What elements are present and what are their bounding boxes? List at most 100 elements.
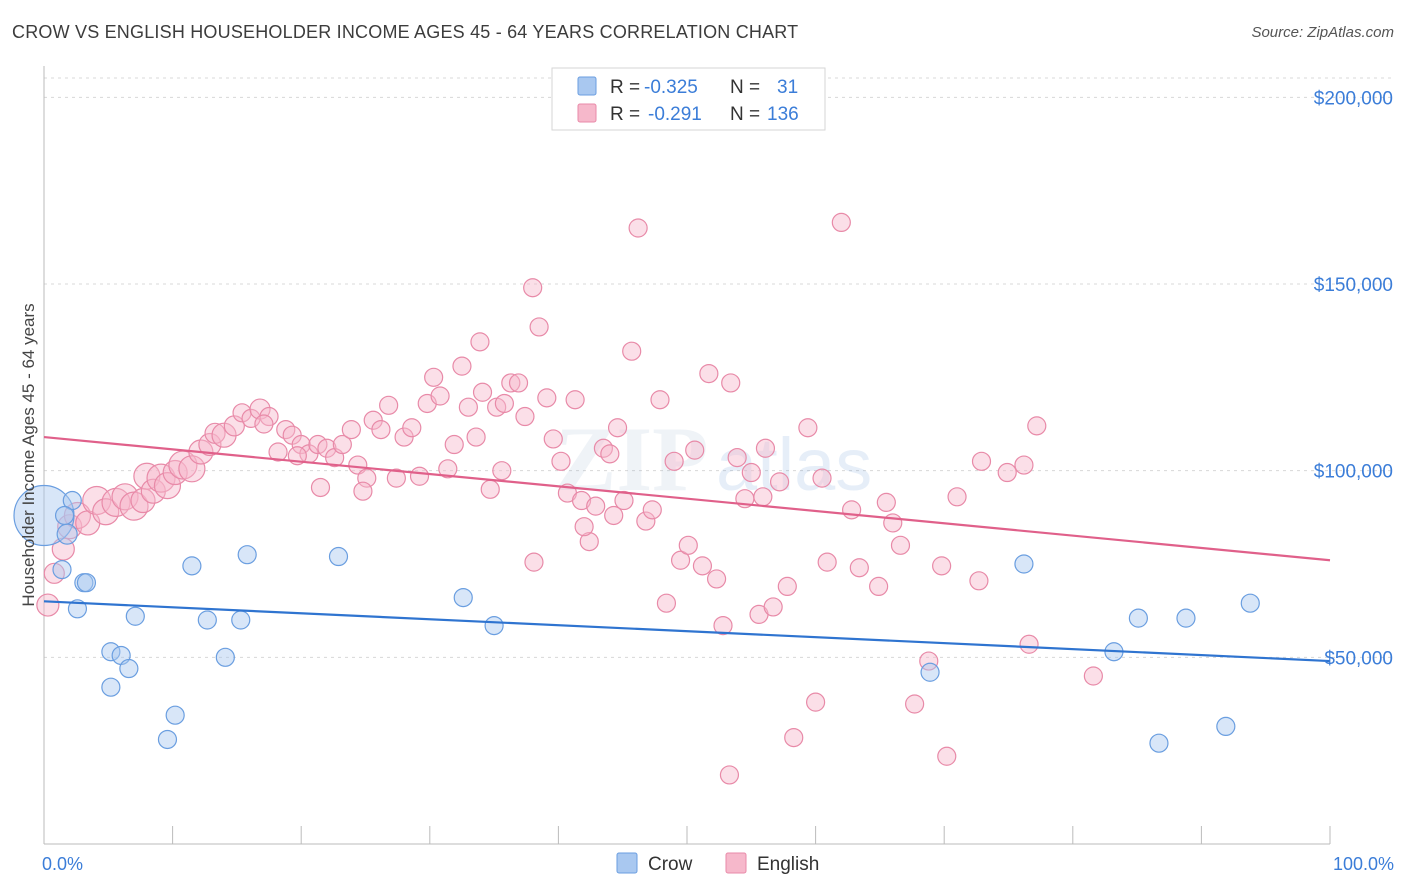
english-point [254,414,274,434]
english-point [579,531,599,552]
english-point [409,466,430,486]
english-point [969,571,989,591]
english-point [444,434,464,455]
crow-point [197,610,217,630]
english-trend-line [43,435,1331,562]
english-point [198,432,222,457]
english-point [753,487,773,507]
english-point [706,569,727,589]
english-point [769,472,790,492]
crow-point [125,606,145,626]
crow-r-label: R = [610,77,640,98]
english-point [636,511,656,531]
english-point [430,386,450,406]
crow-point [237,545,257,565]
english-point [386,468,406,488]
crow-point [101,677,121,697]
english-point [741,462,761,483]
english-point [755,438,776,458]
crow-point [119,658,139,679]
english-point [604,505,624,526]
english-point [622,341,642,361]
english-point [494,393,514,414]
english-point [798,418,818,438]
english-point [472,382,493,402]
english-point [571,490,592,511]
y-tick-label: $50,000 [1324,648,1393,669]
crow-point [76,573,97,593]
english-point [777,576,797,597]
english-point [692,556,713,576]
crow-point [231,610,251,630]
english-point [784,727,804,748]
crow-point [484,615,504,636]
x-tick-label-min: 0.0% [42,854,83,874]
english-point [36,593,60,617]
crow-point [52,559,72,580]
english-point [763,597,783,617]
english-point [492,461,512,481]
english-point [537,388,557,408]
english-point [402,418,422,438]
english-point [153,472,182,500]
crow-point [62,490,82,511]
english-point [842,500,862,520]
english-point [371,420,391,440]
legend-crow-swatch [616,852,638,874]
crow-point [215,647,235,667]
english-point [574,517,594,537]
y-axis-title: Householder Income Ages 45 - 64 years [19,303,38,606]
english-point [817,552,837,572]
y-tick-label: $150,000 [1314,275,1393,296]
y-tick-labels: $50,000 $100,000 $150,000 $200,000 [1314,88,1393,669]
crow-point [1176,608,1196,628]
stats-legend: R = -0.325 N = 31 R = -0.291 N = 136 [551,67,826,131]
english-point [470,332,490,352]
english-point [642,500,662,520]
english-point [82,485,112,516]
english-point [670,550,691,570]
english-point [501,373,521,393]
legend-crow-label: Crow [648,854,693,875]
gridlines [44,77,1395,658]
crow-n-value: 31 [777,77,798,98]
english-point [713,615,733,636]
english-point [721,373,741,393]
english-point [508,373,529,393]
english-point [805,692,826,712]
crow-point [1014,554,1034,574]
legend-english-label: English [757,854,819,875]
english-r-value: -0.291 [648,104,702,125]
crow-point [182,556,202,576]
english-point [947,487,967,507]
english-point [341,420,361,440]
english-point [466,427,486,447]
y-tick-label: $100,000 [1314,462,1393,483]
english-point [268,442,288,462]
english-point [353,481,373,501]
crow-r-value: -0.325 [644,77,698,98]
english-point [664,451,684,471]
legend-english-swatch [725,852,747,874]
english-point [628,218,648,238]
crow-point [101,642,121,662]
english-point [678,535,698,555]
english-point [332,434,352,455]
english-r-label: R = [610,104,640,125]
crow-trend-line [43,600,1331,663]
english-point [607,418,628,438]
english-point [523,278,543,298]
english-point [529,317,549,337]
source-label: Source: ZipAtlas.com [1251,24,1394,41]
english-point [719,765,740,785]
english-point [932,556,952,576]
crow-point [328,546,349,567]
english-point [937,746,957,766]
english-point [1083,666,1103,686]
series-legend: Crow English [616,852,819,875]
english-point [876,492,896,512]
crow-point [453,587,473,608]
x-tick-labels: 0.0% 100.0% [42,854,1394,874]
y-tick-label: $200,000 [1314,88,1393,109]
english-point [699,364,719,384]
